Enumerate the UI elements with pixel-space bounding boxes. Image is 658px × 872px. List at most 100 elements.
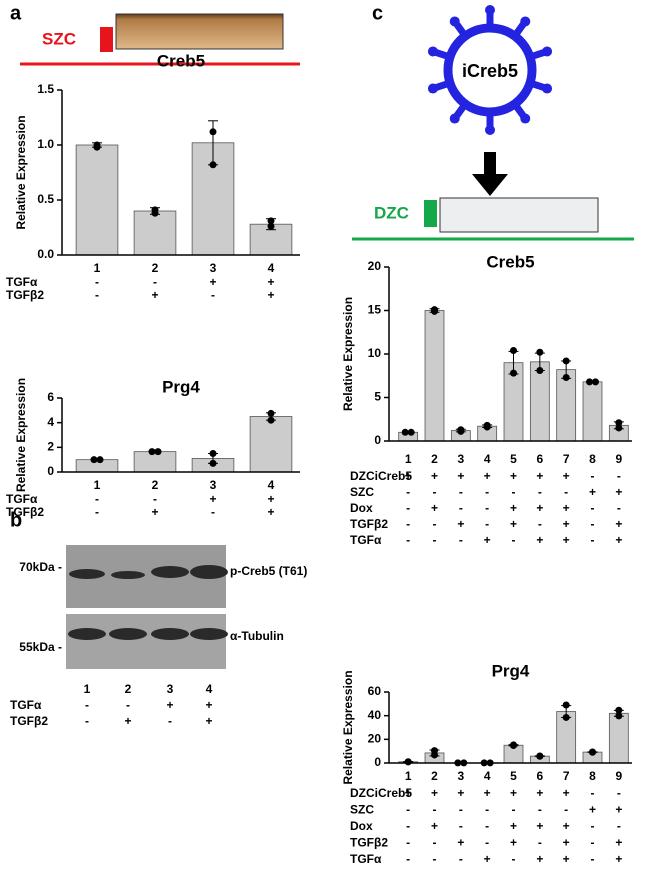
arrow [472, 174, 508, 196]
virus [427, 5, 553, 135]
x-tick-label: 1 [94, 261, 101, 275]
condition-sign: + [563, 469, 570, 483]
y-tick-label: 40 [368, 708, 382, 722]
x-tick-label: 2 [152, 261, 159, 275]
condition-sign: - [591, 469, 595, 483]
condition-sign: - [617, 501, 621, 515]
condition-sign: + [209, 275, 216, 289]
y-tick-label: 4 [47, 415, 54, 429]
condition-sign: + [510, 469, 517, 483]
data-point [154, 448, 162, 456]
condition-sign: - [126, 698, 130, 712]
condition-sign: - [591, 836, 595, 850]
condition-sign: + [457, 517, 464, 531]
condition-sign: + [431, 469, 438, 483]
lane-label: 1 [84, 682, 91, 696]
condition-sign: + [563, 819, 570, 833]
x-tick-label: 3 [457, 769, 464, 783]
condition-sign: - [95, 505, 99, 519]
condition-sign: - [433, 803, 437, 817]
spike-head [427, 46, 438, 57]
spike-head [485, 125, 495, 135]
condition-sign: - [95, 275, 99, 289]
bar [133, 451, 177, 473]
data-point [209, 128, 217, 136]
zone-bar [424, 200, 437, 227]
condition-sign: + [615, 533, 622, 547]
data-point [562, 713, 570, 721]
spike-head [520, 113, 531, 124]
chart-title: Creb5 [486, 252, 534, 271]
condition-sign: + [205, 698, 212, 712]
condition-sign: + [510, 501, 517, 515]
spike-head [542, 46, 553, 57]
spike-head [542, 83, 553, 94]
y-axis-label: Relative Expression [341, 670, 355, 784]
condition-sign: + [615, 485, 622, 499]
data-point [267, 217, 275, 225]
x-tick-label: 1 [94, 478, 101, 492]
condition-sign: + [457, 469, 464, 483]
lane-label: 4 [206, 682, 213, 696]
x-tick-label: 8 [589, 452, 596, 466]
y-axis-label: Relative Expression [341, 297, 355, 411]
y-tick-label: 0 [47, 464, 54, 478]
condition-sign: - [211, 505, 215, 519]
condition-sign: - [485, 803, 489, 817]
condition-sign: + [205, 714, 212, 728]
condition-label: TGFα [10, 698, 42, 712]
condition-sign: - [406, 485, 410, 499]
condition-sign: + [510, 819, 517, 833]
x-tick-label: 5 [510, 452, 517, 466]
bar [133, 210, 177, 256]
data-point [90, 456, 98, 464]
condition-sign: + [563, 533, 570, 547]
y-tick-label: 0.5 [37, 192, 54, 206]
data-point [483, 421, 491, 429]
condition-label: Dox [350, 501, 373, 515]
y-axis-label: Relative Expression [14, 115, 28, 229]
condition-sign: - [459, 852, 463, 866]
panel-label: a [10, 2, 22, 24]
condition-sign: - [591, 501, 595, 515]
zone-label: DZC [374, 203, 409, 222]
condition-sign: + [510, 517, 517, 531]
marker-label: 55kDa - [19, 640, 62, 654]
bar [424, 310, 445, 442]
x-tick-label: 2 [431, 769, 438, 783]
condition-sign: - [591, 517, 595, 531]
data-point [209, 450, 217, 457]
condition-sign: + [536, 852, 543, 866]
condition-sign: - [433, 517, 437, 531]
condition-sign: + [166, 698, 173, 712]
y-tick-label: 15 [368, 303, 382, 317]
data-point [407, 428, 415, 436]
data-point [562, 373, 570, 381]
condition-sign: + [431, 786, 438, 800]
condition-sign: - [617, 469, 621, 483]
condition-sign: - [538, 517, 542, 531]
condition-sign: - [564, 803, 568, 817]
condition-label: TGFα [6, 275, 38, 289]
condition-sign: - [485, 819, 489, 833]
condition-label: Dox [350, 819, 373, 833]
data-point [536, 752, 544, 760]
condition-sign: + [615, 836, 622, 850]
y-tick-label: 20 [368, 732, 382, 746]
zone-label: SZC [42, 29, 76, 48]
condition-sign: - [459, 501, 463, 515]
condition-sign: + [484, 786, 491, 800]
condition-sign: - [406, 819, 410, 833]
condition-sign: - [406, 836, 410, 850]
data-point [615, 712, 623, 720]
condition-sign: + [484, 533, 491, 547]
x-tick-label: 2 [152, 478, 159, 492]
condition-label: TGFβ2 [6, 505, 44, 519]
condition-sign: + [615, 803, 622, 817]
y-axis-label: Relative Expression [14, 378, 28, 492]
y-tick-label: 1.0 [37, 137, 54, 151]
y-tick-label: 2 [47, 440, 54, 454]
marker-label: 70kDa - [19, 560, 62, 574]
x-tick-label: 1 [405, 769, 412, 783]
y-tick-label: 5 [374, 390, 381, 404]
